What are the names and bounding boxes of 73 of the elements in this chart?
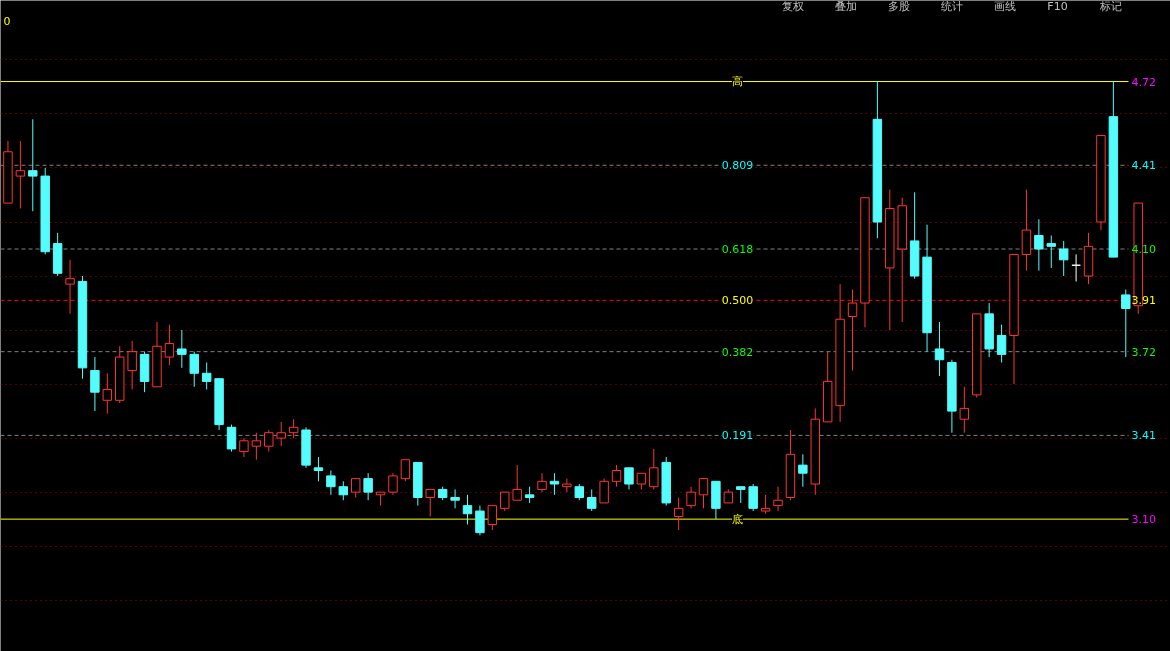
y-tick-label: 3.10 xyxy=(1131,513,1156,527)
annotation: 0 xyxy=(3,14,11,28)
annotation: 复权 xyxy=(781,0,804,13)
candlestick xyxy=(462,494,473,526)
y-tick-label: 4.72 xyxy=(1131,75,1156,89)
annotation: 多股 xyxy=(887,0,910,13)
candlestick xyxy=(338,480,349,501)
candlestick xyxy=(400,459,411,482)
candlestick xyxy=(1034,218,1044,272)
candlestick xyxy=(102,372,113,415)
candlestick xyxy=(189,351,199,388)
y-tick-label: 3.72 xyxy=(1131,345,1156,359)
candlestick xyxy=(1121,289,1131,358)
candlestick xyxy=(15,140,26,209)
candlestick xyxy=(959,386,970,434)
candlestick xyxy=(500,491,510,512)
annotation: 画线 xyxy=(993,0,1016,13)
candlestick xyxy=(773,486,783,512)
annotation: 0.809 xyxy=(721,159,754,173)
candlestick xyxy=(264,429,274,453)
candlestick xyxy=(760,494,771,515)
annotation: 0.618 xyxy=(721,243,754,257)
candlestick xyxy=(363,472,373,501)
candlestick xyxy=(313,456,324,482)
annotation: 0.500 xyxy=(721,294,754,308)
candlestick xyxy=(847,289,858,372)
candlestick xyxy=(201,361,212,390)
candlestick xyxy=(996,324,1007,363)
candlestick xyxy=(164,324,175,366)
candlestick xyxy=(698,478,709,509)
candlestick xyxy=(599,478,609,504)
candlestick xyxy=(649,448,659,490)
candlestick xyxy=(276,421,286,447)
candlestick xyxy=(90,356,100,412)
candlestick xyxy=(475,505,485,536)
candlestick xyxy=(934,321,945,377)
annotation: 底 xyxy=(732,512,743,526)
candlestick xyxy=(127,340,137,390)
candlestick xyxy=(326,470,336,496)
candlestick xyxy=(673,497,684,531)
candlestick xyxy=(226,424,237,453)
annotation: 叠加 xyxy=(834,0,857,13)
candlestick xyxy=(512,464,522,501)
annotation: 统计 xyxy=(940,0,963,13)
candlestick xyxy=(288,418,299,439)
candlestick xyxy=(1058,240,1069,277)
candlestick xyxy=(425,488,435,517)
candlestick xyxy=(748,483,758,512)
candlestick xyxy=(351,478,361,499)
candlestick xyxy=(388,472,398,496)
candlestick xyxy=(28,118,38,212)
candlestick xyxy=(549,472,560,496)
candlestick xyxy=(537,472,547,493)
annotation: 0.382 xyxy=(721,345,754,359)
annotation: F10 xyxy=(1047,0,1068,13)
candlestick xyxy=(487,505,498,531)
annotation: 高 xyxy=(732,75,743,89)
annotation: 0.191 xyxy=(721,429,754,443)
candlestick xyxy=(562,478,572,493)
candlestick xyxy=(611,464,622,488)
candlestick xyxy=(177,329,187,369)
candlestick xyxy=(798,453,808,488)
candlestick xyxy=(624,467,634,490)
annotation: 标记 xyxy=(1098,0,1122,13)
candlestick xyxy=(450,488,460,509)
y-tick-label: 4.41 xyxy=(1131,159,1156,173)
candlestick xyxy=(239,437,249,458)
candlestick xyxy=(251,432,262,461)
candlestick xyxy=(586,488,597,512)
candlestick xyxy=(686,486,696,509)
candlestick xyxy=(1046,235,1056,269)
candlestick xyxy=(65,259,75,315)
y-tick-label: 3.41 xyxy=(1131,429,1156,443)
